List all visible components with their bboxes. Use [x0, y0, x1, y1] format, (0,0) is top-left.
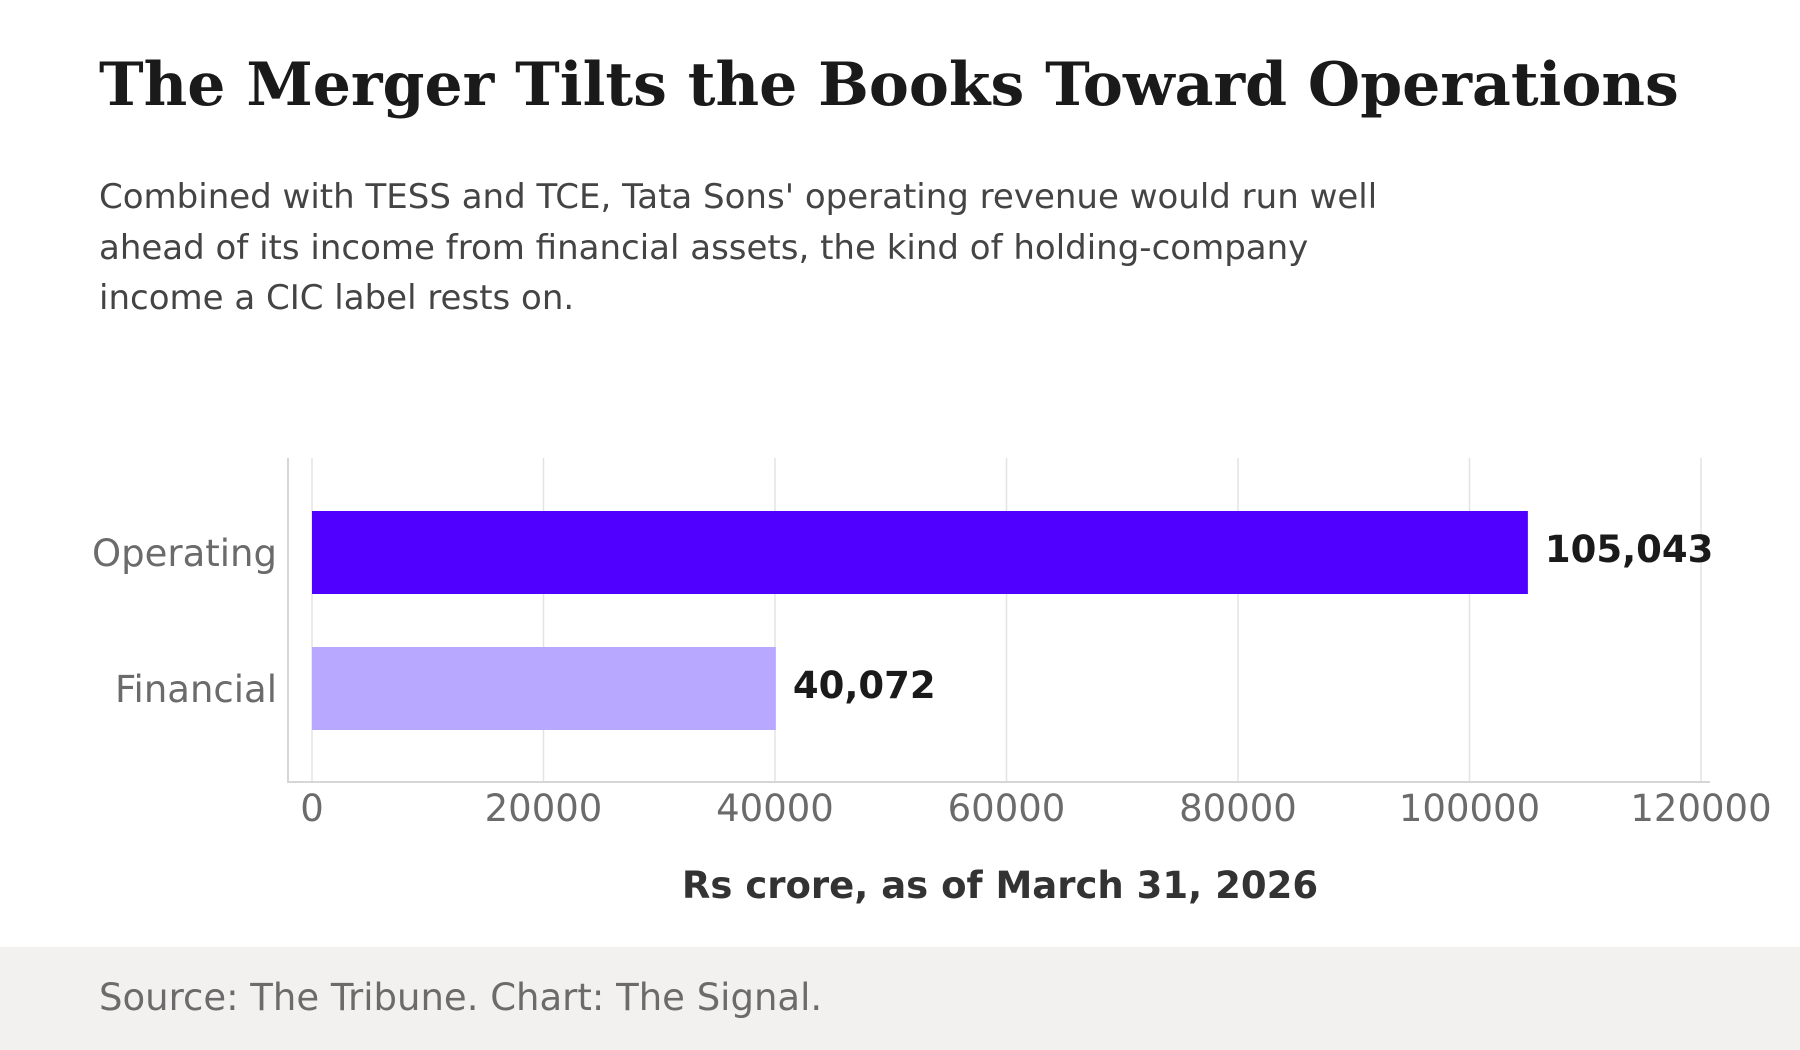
x-tick-label: 0 [300, 787, 324, 830]
bars [312, 511, 1528, 730]
data-label: 105,043 [1545, 528, 1714, 571]
x-axis-title: Rs crore, as of March 31, 2026 [682, 864, 1318, 907]
footer: Source: The Tribune. Chart: The Signal. [0, 947, 1800, 1050]
x-tick-label: 100000 [1399, 787, 1540, 830]
data-labels: 105,043 40,072 [793, 528, 1714, 707]
chart-title: The Merger Tilts the Books Toward Operat… [99, 50, 1679, 120]
category-labels: Operating Financial [92, 532, 277, 711]
bar-financial [312, 647, 776, 730]
data-label: 40,072 [793, 664, 936, 707]
source-note: Source: The Tribune. Chart: The Signal. [99, 976, 823, 1019]
axes [287, 458, 1710, 783]
x-tick-label: 60000 [948, 787, 1066, 830]
x-tick-label: 80000 [1179, 787, 1297, 830]
x-tick-labels: 0 20000 40000 60000 80000 100000 120000 [300, 787, 1771, 830]
x-tick-label: 40000 [716, 787, 834, 830]
x-tick-label: 120000 [1630, 787, 1771, 830]
category-label: Financial [115, 668, 277, 711]
gridlines [311, 458, 1702, 782]
bar-operating [312, 511, 1528, 594]
x-tick-label: 20000 [485, 787, 603, 830]
chart-subtitle: Combined with TESS and TCE, Tata Sons' o… [99, 177, 1378, 318]
category-label: Operating [92, 532, 277, 575]
bar-chart: 0 20000 40000 60000 80000 100000 120000 Operat… [92, 458, 1772, 907]
